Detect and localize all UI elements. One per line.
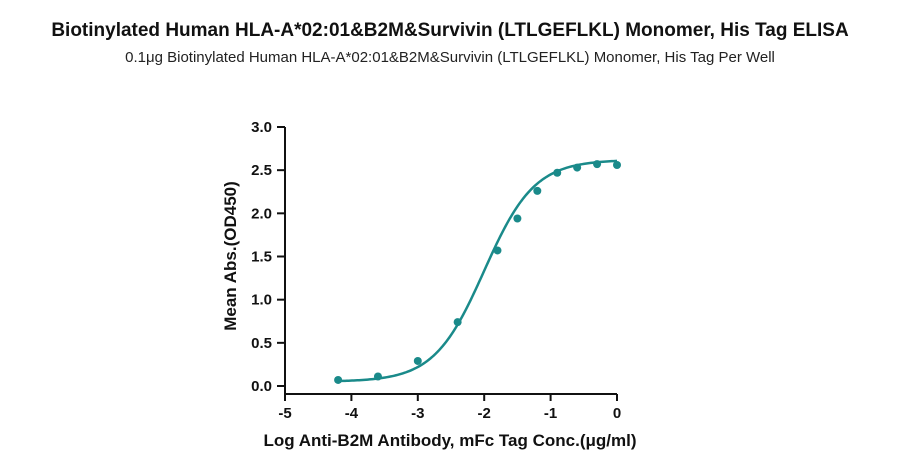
y-tick-label: 0.5 — [251, 335, 272, 352]
data-point — [593, 160, 602, 169]
x-tick-label: -2 — [478, 405, 491, 422]
y-tick-label: 2.0 — [251, 205, 272, 222]
chart-subtitle: 0.1μg Biotinylated Human HLA-A*02:01&B2M… — [125, 49, 775, 66]
data-point — [493, 246, 502, 255]
data-point — [453, 318, 462, 327]
x-tick-label: -1 — [544, 405, 557, 422]
data-point — [413, 356, 422, 365]
data-point — [533, 186, 542, 195]
y-tick-label: 1.0 — [251, 292, 272, 309]
x-tick-label: -3 — [411, 405, 424, 422]
y-axis-label: Mean Abs.(OD450) — [221, 181, 240, 331]
x-tick-label: -5 — [278, 405, 291, 422]
data-point — [334, 375, 343, 384]
data-point — [373, 372, 382, 381]
data-point — [513, 214, 522, 223]
data-point — [573, 163, 582, 172]
series-points — [334, 160, 621, 384]
x-axis-label: Log Anti-B2M Antibody, mFc Tag Conc.(μg/… — [263, 431, 636, 450]
y-tick-label: 2.5 — [251, 162, 272, 179]
y-tick-label: 0.0 — [251, 378, 272, 395]
chart-title: Biotinylated Human HLA-A*02:01&B2M&Survi… — [51, 20, 849, 41]
series-fit-curve — [338, 159, 618, 383]
data-point — [553, 168, 562, 177]
x-tick-label: -4 — [345, 405, 359, 422]
data-point — [613, 160, 621, 169]
y-tick-label: 3.0 — [251, 119, 272, 136]
x-tick-label: 0 — [613, 405, 621, 422]
y-tick-label: 1.5 — [251, 249, 272, 266]
y-axis: 0.0 0.5 1.0 1.5 2.0 2.5 3.0 — [251, 119, 286, 395]
x-axis: -5 -4 -3 -2 -1 0 — [278, 393, 621, 422]
